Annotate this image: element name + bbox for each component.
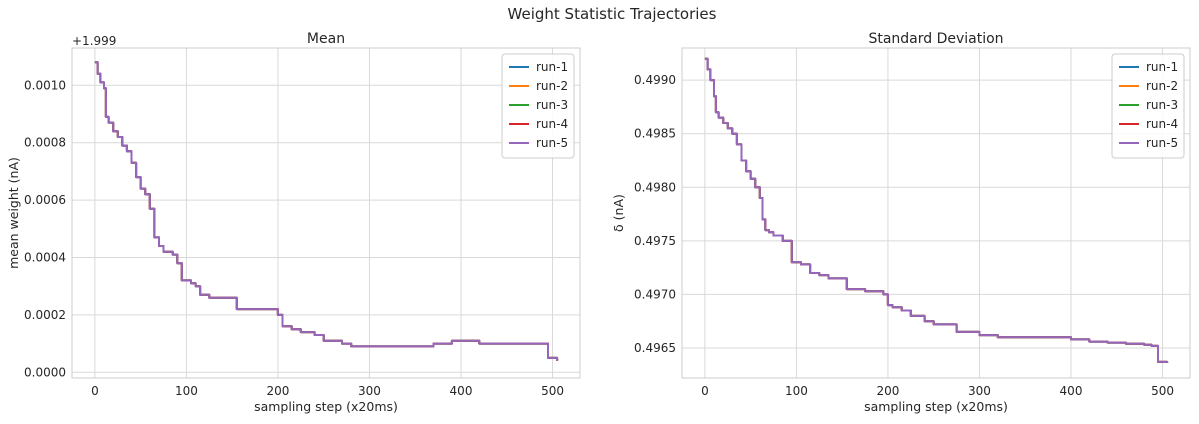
- mean-legend-box: [501, 53, 575, 159]
- std-legend-label-run-4: run-4: [1146, 117, 1178, 131]
- std-x-tick-label: 400: [1060, 384, 1083, 398]
- figure-suptitle: Weight Statistic Trajectories: [508, 5, 717, 23]
- mean-x-tick-label: 0: [91, 384, 99, 398]
- std-x-axis-label: sampling step (x20ms): [864, 399, 1008, 414]
- mean-legend: run-1 run-2 run-3 run-4 run-5: [501, 53, 575, 159]
- mean-series-run-5: [94, 61, 559, 361]
- std-series: [704, 57, 1169, 363]
- mean-legend-label-run-4: run-4: [536, 117, 568, 131]
- mean-legend-label-run-1: run-1: [536, 60, 568, 74]
- std-legend-box: [1111, 53, 1185, 159]
- mean-legend-label-run-2: run-2: [536, 79, 568, 93]
- mean-y-tick-label: 0.0008: [24, 136, 66, 150]
- std-y-tick-label: 0.4990: [634, 73, 676, 87]
- mean-x-tick-label: 400: [450, 384, 473, 398]
- std-y-tick-label: 0.4975: [634, 234, 676, 248]
- mean-x-tick-label: 500: [541, 384, 564, 398]
- mean-x-tick-label: 300: [358, 384, 381, 398]
- std-legend-label-run-3: run-3: [1146, 98, 1178, 112]
- mean-legend-label-run-3: run-3: [536, 98, 568, 112]
- std-series-run-5: [704, 57, 1169, 363]
- mean-plot-area: [71, 47, 581, 379]
- std-chart-title: Standard Deviation: [868, 31, 1003, 47]
- std-x-tick-label: 200: [876, 384, 899, 398]
- std-grid: [682, 48, 1190, 378]
- std-x-tick-label: 100: [785, 384, 808, 398]
- std-x-tick-label: 500: [1151, 384, 1174, 398]
- std-legend: run-1 run-2 run-3 run-4 run-5: [1111, 53, 1185, 159]
- mean-series: [94, 61, 559, 361]
- mean-chart-title: Mean: [307, 31, 345, 47]
- std-y-tick-label: 0.4980: [634, 180, 676, 194]
- mean-ticks: 0 100 200 300 400 500 0.0000 0.0002 0.0004 0.0006…: [24, 78, 564, 398]
- mean-x-axis-label: sampling step (x20ms): [254, 399, 398, 414]
- mean-x-tick-label: 100: [175, 384, 198, 398]
- mean-legend-label-run-5: run-5: [536, 136, 568, 150]
- std-y-tick-label: 0.4985: [634, 127, 676, 141]
- mean-y-tick-label: 0.0000: [24, 365, 66, 379]
- std-y-tick-label: 0.4965: [634, 341, 676, 355]
- mean-y-tick-label: 0.0006: [24, 193, 66, 207]
- std-legend-label-run-1: run-1: [1146, 60, 1178, 74]
- mean-offset-text: +1.999: [72, 34, 116, 48]
- mean-y-tick-label: 0.0004: [24, 250, 66, 264]
- std-legend-label-run-2: run-2: [1146, 79, 1178, 93]
- std-x-tick-label: 300: [968, 384, 991, 398]
- mean-y-axis-label: mean weight (nA): [6, 157, 21, 269]
- std-y-axis-label: δ (nA): [611, 194, 626, 232]
- mean-y-tick-label: 0.0002: [24, 308, 66, 322]
- mean-x-tick-label: 200: [266, 384, 289, 398]
- std-chart: Standard Deviation sampling step (x20ms)…: [611, 31, 1191, 414]
- std-ticks: 0 100 200 300 400 500 0.4965 0.4970 0.4975 0.4980…: [634, 73, 1174, 398]
- std-x-tick-label: 0: [701, 384, 709, 398]
- mean-y-tick-label: 0.0010: [24, 78, 66, 92]
- std-y-tick-label: 0.4970: [634, 287, 676, 301]
- std-plot-area: [681, 47, 1191, 379]
- std-legend-label-run-5: run-5: [1146, 136, 1178, 150]
- mean-chart: Mean +1.999 sampling step (x20ms) mean w…: [6, 31, 581, 414]
